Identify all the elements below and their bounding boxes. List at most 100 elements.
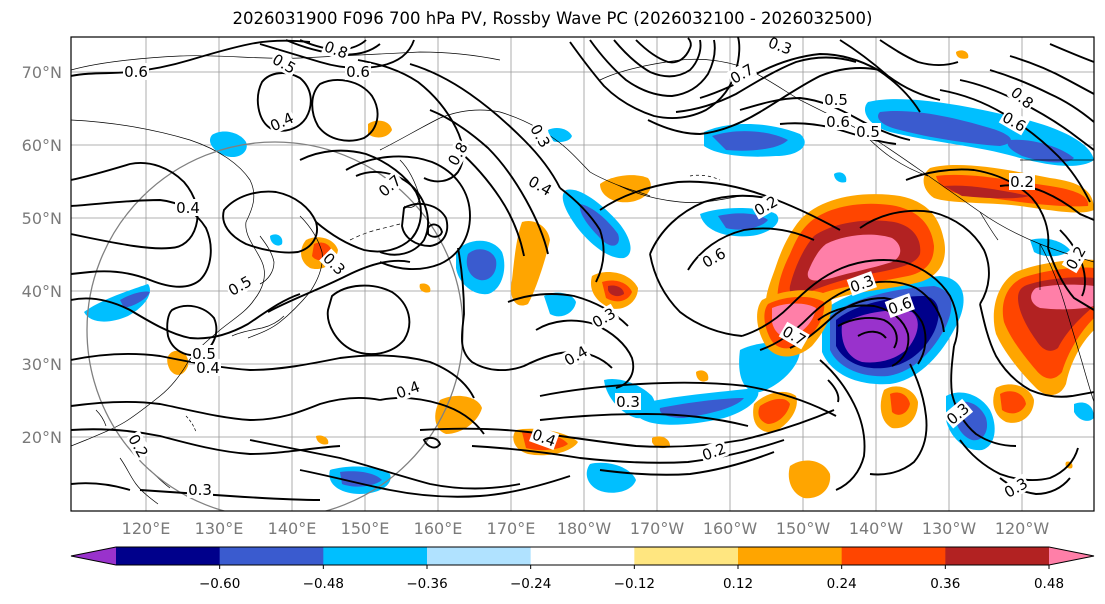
pv-contour (1047, 247, 1094, 311)
coastlines (71, 51, 1094, 505)
colorbar-bin (219, 547, 324, 565)
longitude-axis: 120°E 130°E 140°E 150°E 160°E 170°E 180°… (122, 519, 1050, 538)
pv-contour (1049, 43, 1094, 63)
pv-contour (819, 359, 866, 491)
contour-label: 0.6 (825, 113, 851, 131)
contour-label-bg (998, 107, 1030, 136)
contour-label-bg (224, 271, 256, 300)
pv-contour (427, 223, 443, 238)
pv-contour (401, 203, 449, 247)
pv-contour (979, 303, 1094, 398)
lon-label-120e: 120°E (122, 519, 171, 538)
pv-contour (71, 39, 311, 77)
contour-label-bg (266, 108, 298, 135)
pv-contour (649, 194, 777, 255)
contour-label-bg (392, 377, 423, 402)
colorbar-tick-label: 0.24 (827, 576, 857, 592)
contour-label: 0.5 (191, 345, 217, 363)
pv-contour (599, 451, 775, 476)
shade-pos-blob (936, 174, 1089, 207)
pv-contour (789, 297, 927, 365)
contour-label-bg (726, 59, 758, 88)
shade-pos-blob (316, 435, 329, 445)
pv-contour (539, 413, 749, 427)
contour-label-text: 0.4 (176, 199, 200, 217)
contour-label-bg (191, 345, 217, 362)
pv-contour (613, 39, 702, 78)
contour-label-bg (526, 120, 555, 152)
contour-label-text: 0.5 (824, 91, 848, 109)
lon-label-160w: 160°W (703, 519, 758, 538)
pv-contour (599, 180, 841, 231)
colorbar-bin (323, 547, 428, 565)
pv-contour (71, 396, 381, 421)
lon-label-170w: 170°W (630, 519, 685, 538)
shade-neg-blob (120, 291, 150, 308)
contour-label-bg (942, 398, 974, 429)
colorbar-bin (634, 547, 739, 565)
contour-label-text: 0.6 (124, 63, 148, 81)
contour-label-bg (846, 271, 877, 296)
contour-label: 0.4 (195, 359, 221, 377)
contour-label-bg (123, 63, 149, 80)
contour-label: 0.3 (615, 393, 641, 411)
pv-contour (71, 199, 212, 288)
contour-labels: 0.6 0.50.80.60.4 0.30.70.80.30.40.70.50.60… (123, 37, 1090, 502)
pv-contour (817, 304, 910, 367)
pv-contour (222, 190, 318, 254)
shade-neg-blob (544, 292, 576, 317)
contour-label-bg (1061, 242, 1090, 274)
pv-contour (311, 79, 379, 142)
pv-contour (837, 317, 898, 349)
pv-contour (859, 209, 990, 305)
pv-contour (939, 89, 1091, 203)
colorbar-bin (427, 547, 532, 565)
shade-neg-blob (270, 234, 283, 246)
pv-contour (71, 428, 341, 455)
shade-neg-blob (841, 310, 918, 363)
pv-contour (139, 489, 321, 501)
pv-contour (989, 69, 1094, 123)
shade-pos-blob (368, 120, 392, 138)
lon-label-170e: 170°E (487, 519, 536, 538)
pv-contour (857, 330, 887, 339)
colorbar-bin (841, 547, 946, 565)
pv-contour (409, 63, 561, 189)
shade-neg-blob (878, 110, 1011, 146)
contour-label: 0.2 (698, 439, 729, 465)
lon-label-180w: 180°W (557, 519, 612, 538)
pv-contour (839, 39, 941, 101)
pv-contour (71, 482, 131, 491)
map-frame (70, 36, 1095, 512)
pv-contour (1059, 229, 1086, 297)
contour-label-text: 0.2 (1010, 173, 1034, 191)
lon-label-120w: 120°W (995, 519, 1050, 538)
lat-label-30n: 30°N (22, 355, 62, 374)
shade-neg-blob (586, 462, 636, 493)
colorbar-bin (738, 547, 843, 565)
pv-contour (687, 227, 815, 271)
contour-label: 0.5 (855, 123, 881, 141)
contour-label: 0.6 (123, 63, 149, 81)
colorbar-tick-label: 0.12 (723, 576, 753, 592)
shade-pos-blob (758, 398, 790, 424)
pv-contour (471, 439, 785, 464)
contour-label-bg (698, 243, 730, 272)
contour-label-bg (823, 91, 849, 108)
contour-label-bg (588, 303, 620, 332)
contour-label: 0.3 (187, 481, 213, 499)
colorbar-tick-label: −0.12 (614, 576, 655, 592)
contour-label-bg (124, 430, 153, 462)
lon-label-150e: 150°E (341, 519, 390, 538)
contour-label: 0.6 (884, 293, 915, 319)
lon-label-130e: 130°E (195, 519, 244, 538)
pv-contour (827, 379, 840, 403)
pv-contour (905, 168, 1050, 249)
pv-contour (1009, 55, 1094, 95)
contour-label: 0.2 (1009, 173, 1035, 191)
pv-contour (675, 56, 857, 113)
shade-neg-blob (718, 213, 768, 230)
contour-label-bg (615, 393, 641, 410)
pv-contour (647, 67, 881, 135)
contour-label-bg (345, 63, 371, 80)
